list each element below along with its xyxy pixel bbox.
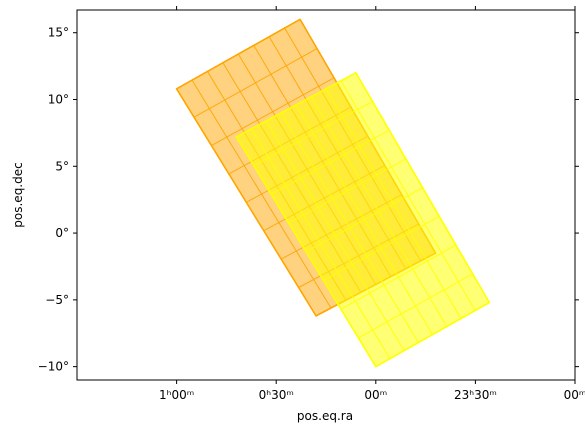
tile-line <box>358 273 473 339</box>
coverage-tiling-2 <box>250 80 476 359</box>
coverage-region-2 <box>235 71 491 368</box>
tile-line <box>310 96 448 327</box>
y-axis-label: pos.eq.dec <box>11 162 25 227</box>
tile-line <box>340 80 476 311</box>
x-tick-label: 23ʰ30ᵐ <box>454 388 497 402</box>
x-tick-label: 1ʰ00ᵐ <box>159 388 194 402</box>
y-tick-label: 15° <box>48 26 69 40</box>
x-tick-label: 0ʰ30ᵐ <box>259 388 294 402</box>
y-tick-label: 5° <box>55 159 69 173</box>
tile-line <box>305 187 423 253</box>
y-tick-label: 0° <box>55 226 69 240</box>
tile-line <box>340 244 457 310</box>
plot-frame <box>76 9 576 381</box>
axes: 1ʰ00ᵐ 0ʰ30ᵐ 00ᵐ 23ʰ30ᵐ 00ᵐ 15° 10° 5° 0° −5° −10° <box>38 6 585 402</box>
y-tick-label: 10° <box>48 92 69 106</box>
x-tick-label: 00ᵐ <box>564 388 585 402</box>
tile-line <box>325 88 462 319</box>
tile-line <box>323 215 440 281</box>
y-tick-label: −10° <box>38 360 69 374</box>
x-axis-label: pos.eq.ra <box>297 409 353 423</box>
x-tick-label: 00ᵐ <box>364 388 387 402</box>
plot-area <box>175 18 491 368</box>
y-tick-label: −5° <box>45 293 69 307</box>
